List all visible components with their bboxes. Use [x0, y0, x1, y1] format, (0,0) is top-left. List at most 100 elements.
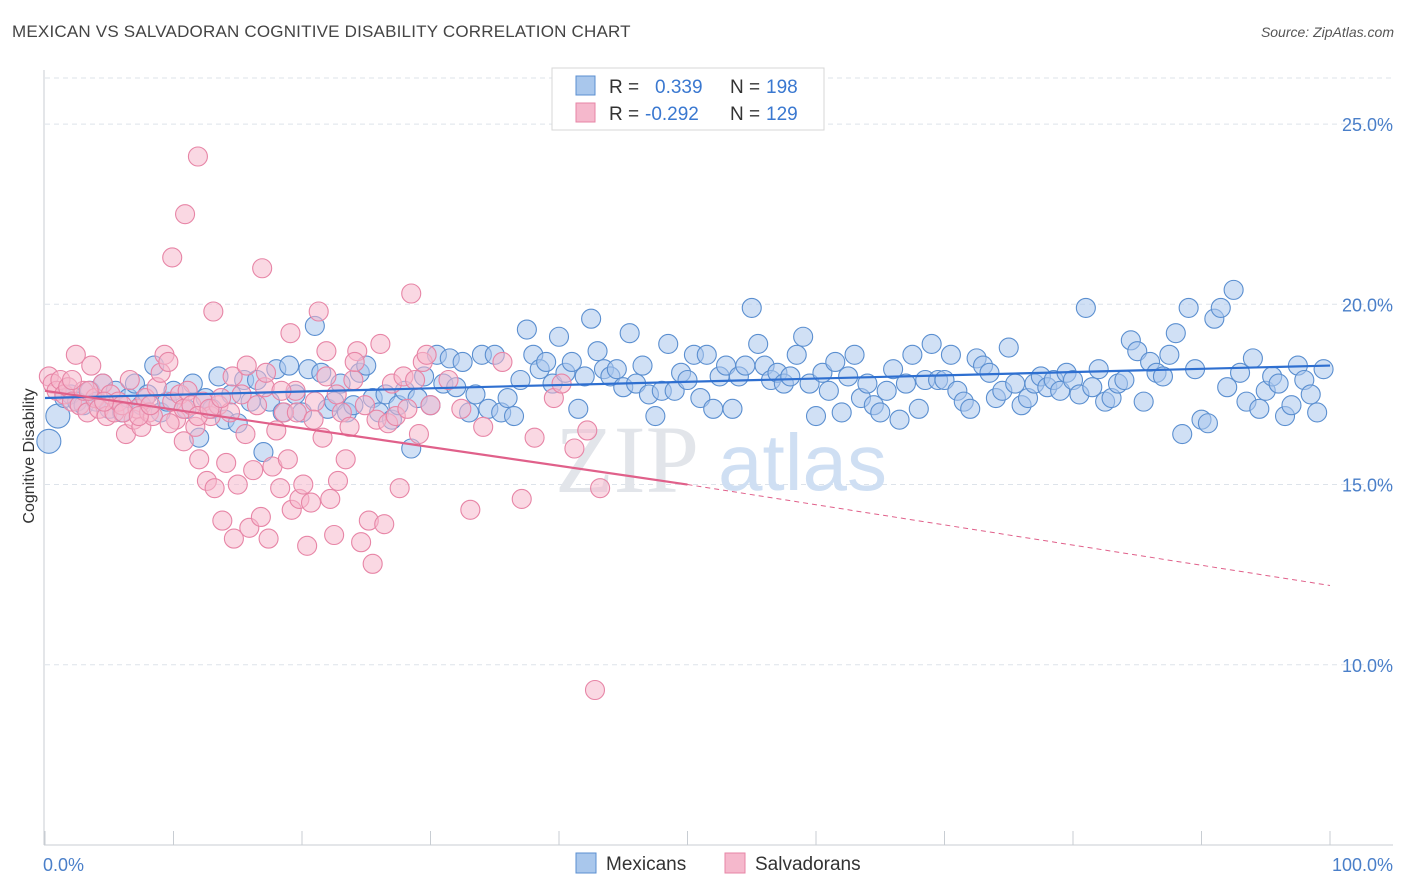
- salvadorans-point: [216, 452, 237, 473]
- salvadorans-point: [577, 420, 598, 441]
- salvadorans-point: [324, 524, 345, 546]
- salvadorans-point: [162, 247, 183, 268]
- chart-title: MEXICAN VS SALVADORAN COGNITIVE DISABILI…: [12, 22, 631, 41]
- salvadorans-point: [286, 402, 307, 423]
- mexicans-point: [1281, 395, 1302, 416]
- mexicans-point: [979, 362, 1000, 383]
- mexicans-point: [632, 355, 653, 376]
- legend-swatch-blue: [575, 75, 596, 96]
- salvadorans-point: [397, 398, 418, 419]
- salvadorans-point: [354, 395, 376, 416]
- watermark-zip: ZIP: [555, 406, 699, 513]
- mexicans-point: [741, 297, 762, 318]
- mexicans-point: [793, 326, 814, 347]
- salvadorans-point: [223, 528, 244, 549]
- legend-r-label-blue: R =: [609, 77, 639, 98]
- salvadorans-trend-extension: [687, 484, 1331, 586]
- mexicans-point: [36, 428, 62, 454]
- salvadorans-point: [524, 427, 545, 448]
- salvadorans-point: [158, 351, 179, 373]
- salvadorans-point: [255, 362, 277, 383]
- mexicans-point: [1114, 369, 1135, 391]
- mexicans-point: [1313, 359, 1334, 380]
- salvadorans-point: [416, 344, 437, 365]
- salvadorans-point: [344, 351, 365, 373]
- salvadorans-point: [351, 532, 372, 553]
- salvadorans-point: [173, 431, 194, 452]
- salvadorans-point: [119, 369, 140, 391]
- bottom-legend-label-mexicans: Mexicans: [606, 854, 686, 875]
- salvadorans-point: [326, 384, 347, 405]
- mexicans-point: [735, 355, 756, 376]
- legend-r-value-pink: -0.292: [645, 104, 699, 125]
- salvadorans-point: [297, 535, 318, 556]
- mexicans-point: [889, 409, 910, 430]
- mexicans-point: [908, 398, 929, 419]
- bottom-legend-swatch-blue: [575, 852, 597, 874]
- mexicans-point: [279, 355, 300, 376]
- axis-layer: [43, 70, 1393, 846]
- mexicans-point: [857, 373, 878, 394]
- salvadorans-point: [235, 424, 256, 445]
- mexicans-point: [1127, 341, 1148, 362]
- salvadorans-point: [564, 438, 585, 459]
- mexicans-point: [1249, 398, 1270, 419]
- mexicans-point: [536, 351, 557, 373]
- bottom-legend: Mexicans Salvadorans: [575, 852, 861, 875]
- mexicans-point: [921, 333, 942, 355]
- x-tick-label-min: 0.0%: [43, 855, 84, 875]
- salvadorans-point: [473, 416, 494, 437]
- salvadorans-point: [270, 478, 291, 499]
- y-tick-label: 15.0%: [1342, 476, 1393, 496]
- mexicans-point: [1242, 348, 1263, 369]
- mexicans-point: [1172, 424, 1193, 445]
- mexicans-point: [452, 351, 473, 373]
- watermark-atlas: atlas: [718, 418, 887, 507]
- trend-layer: [44, 364, 1331, 586]
- salvadorans-point: [316, 366, 337, 387]
- mexicans-point: [497, 387, 518, 409]
- mexicans-point: [818, 380, 839, 401]
- series-salvadorans: [38, 146, 611, 701]
- salvadorans-point: [210, 387, 232, 409]
- legend-box: R = 0.339 N = 198 R = -0.292 N = 129: [551, 67, 825, 131]
- legend-n-value-pink: 129: [766, 104, 798, 125]
- y-axis-title: Cognitive Disability: [21, 388, 38, 523]
- mexicans-point: [619, 323, 640, 344]
- salvadorans-point: [212, 510, 233, 531]
- mexicans-point: [548, 326, 570, 347]
- salvadorans-point: [175, 204, 196, 225]
- salvadorans-point: [236, 355, 257, 376]
- salvadorans-point: [189, 449, 210, 470]
- salvadorans-point: [320, 488, 341, 510]
- legend-r-value-blue: 0.339: [655, 77, 703, 98]
- mexicans-point: [658, 333, 679, 355]
- mexicans-point: [1159, 344, 1180, 365]
- salvadorans-point: [370, 333, 391, 355]
- mexicans-point: [645, 405, 666, 427]
- salvadorans-point: [303, 409, 324, 430]
- mexicans-point: [844, 344, 865, 365]
- salvadorans-point: [401, 283, 422, 304]
- mexicans-point: [998, 337, 1019, 358]
- mexicans-point: [902, 344, 923, 365]
- mexicans-point: [1133, 391, 1154, 412]
- salvadorans-trend-line: [44, 389, 688, 486]
- y-tick-label: 10.0%: [1342, 656, 1393, 676]
- mexicans-point: [1082, 377, 1103, 398]
- salvadorans-point: [61, 369, 83, 391]
- mexicans-point: [703, 398, 724, 419]
- mexicans-point: [1088, 359, 1109, 380]
- mexicans-point: [1050, 380, 1071, 401]
- salvadorans-point: [252, 258, 273, 279]
- mexicans-point: [606, 359, 627, 380]
- legend-n-label-blue: N =: [730, 77, 760, 98]
- salvadorans-point: [408, 424, 429, 445]
- mexicans-point: [960, 398, 981, 419]
- legend-swatch-pink: [575, 102, 596, 123]
- salvadorans-point: [343, 369, 364, 391]
- salvadorans-point: [551, 373, 572, 394]
- legend-n-label-pink: N =: [730, 104, 760, 125]
- mexicans-point: [587, 341, 608, 362]
